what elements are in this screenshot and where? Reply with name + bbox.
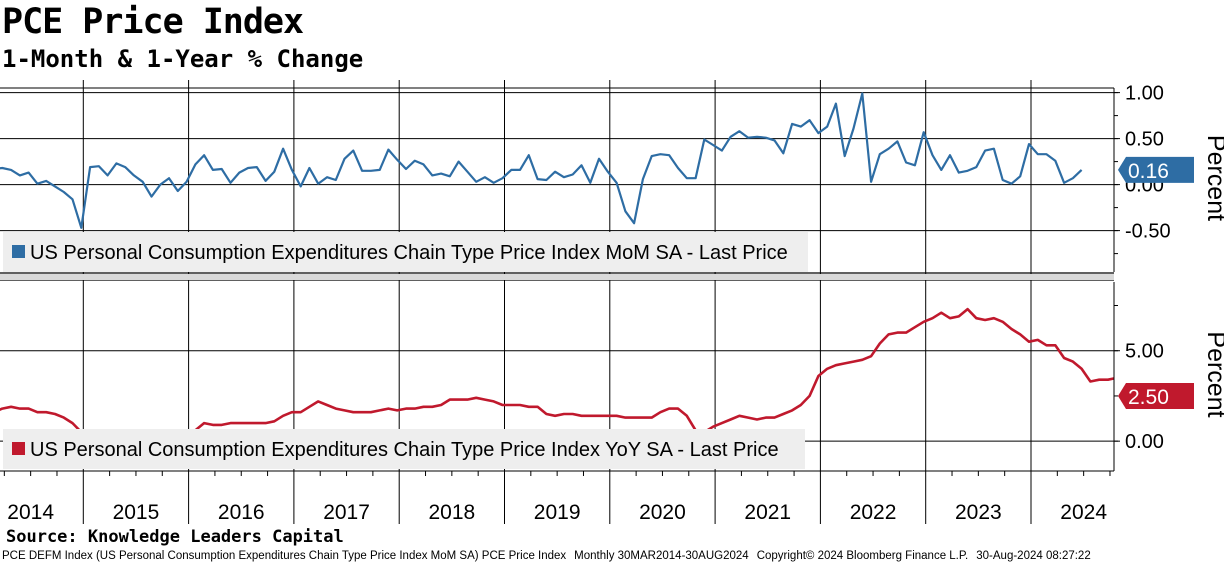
y-tick-label: 0.50 <box>1125 129 1164 151</box>
last-price-label: 2.50 <box>1128 386 1169 409</box>
x-tick-label: 2016 <box>218 501 265 524</box>
x-tick-label: 2022 <box>850 501 897 524</box>
x-tick-label: 2017 <box>323 501 370 524</box>
y-tick-label: 0.00 <box>1125 431 1164 453</box>
frame-layer <box>0 87 1115 472</box>
y-axis-title: Percent <box>1202 135 1224 221</box>
legend-box <box>3 232 808 272</box>
last-price-label: 0.16 <box>1128 160 1169 183</box>
y-tick-label: 1.00 <box>1125 83 1164 105</box>
footer-period: Monthly 30MAR2014-30AUG2024 <box>574 550 749 562</box>
footer: PCE DEFM Index (US Personal Consumption … <box>2 549 1099 563</box>
y-tick-label: -0.50 <box>1125 221 1171 243</box>
series-line-yoy <box>0 307 1114 439</box>
chart-subtitle: 1-Month & 1-Year % Change <box>2 45 364 73</box>
footer-copyright: Copyright© 2024 Bloomberg Finance L.P. <box>756 550 969 562</box>
x-tick-label: 2015 <box>113 501 160 524</box>
legend-layer: US Personal Consumption Expenditures Cha… <box>3 232 808 469</box>
grid-layer <box>0 80 1114 524</box>
x-tick-label: 2018 <box>428 501 475 524</box>
series-layer <box>0 92 1114 439</box>
x-tick-label: 2021 <box>744 501 791 524</box>
last-price-tag <box>1118 156 1194 183</box>
source-note: Source: Knowledge Leaders Capital <box>6 527 344 547</box>
footer-ticker: PCE DEFM Index (US Personal Consumption … <box>2 550 567 562</box>
x-tick-label: 2023 <box>955 501 1002 524</box>
series-line-mom <box>0 92 1083 229</box>
legend-box <box>3 429 805 469</box>
axis-layer: 1.000.500.00-0.50Percent0.165.000.00Perc… <box>3 83 1224 524</box>
legend-swatch <box>12 442 25 455</box>
x-tick-label: 2024 <box>1060 501 1107 524</box>
chart-title: PCE Price Index <box>2 2 304 42</box>
legend-swatch <box>12 245 25 258</box>
x-tick-label: 2014 <box>7 501 54 524</box>
y-axis-title: Percent <box>1202 331 1224 417</box>
legend-label: US Personal Consumption Expenditures Cha… <box>30 439 779 461</box>
x-tick-label: 2019 <box>534 501 581 524</box>
last-price-tag <box>1118 382 1194 409</box>
x-tick-label: 2020 <box>639 501 686 524</box>
panel-divider-bar <box>0 274 1114 280</box>
legend-label: US Personal Consumption Expenditures Cha… <box>30 242 788 264</box>
y-tick-label: 5.00 <box>1125 341 1164 363</box>
footer-timestamp: 30-Aug-2024 08:27:22 <box>976 550 1091 562</box>
